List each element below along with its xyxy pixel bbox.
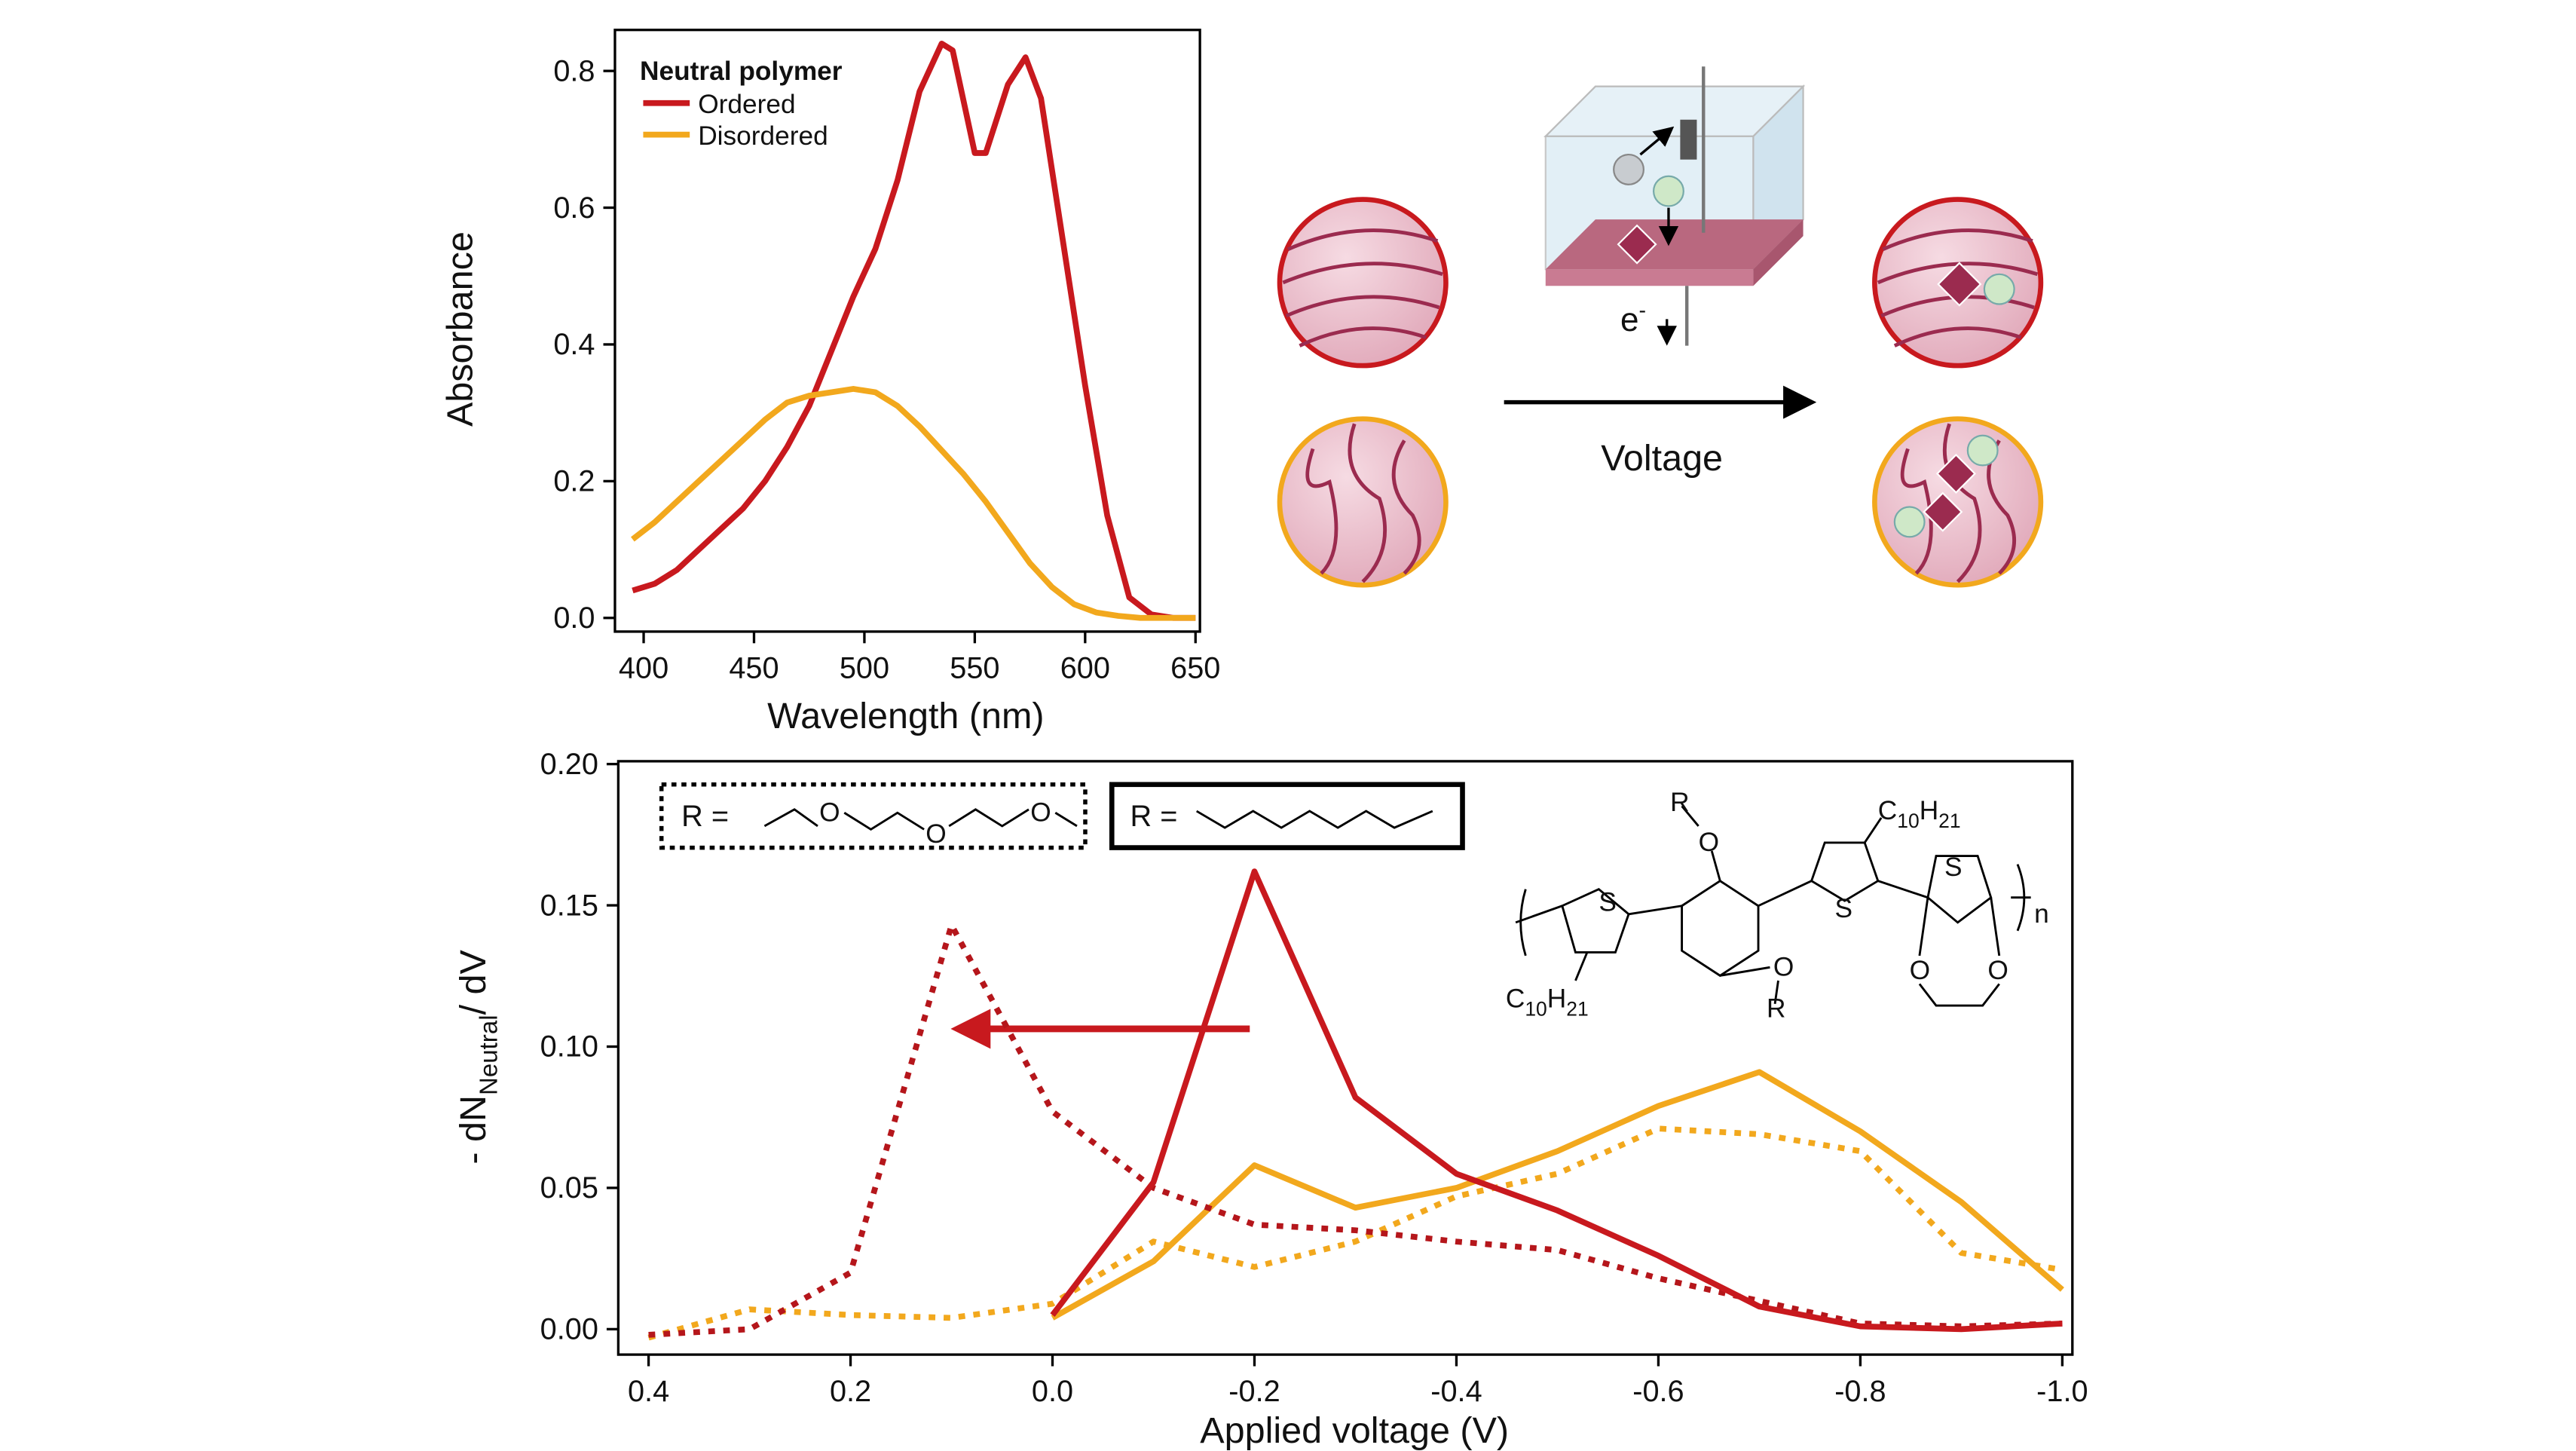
x-tick-label: 400	[619, 652, 668, 685]
subscript: 21	[1566, 997, 1588, 1020]
y-label-part: - dN	[453, 1095, 494, 1165]
data-line	[632, 40, 1196, 621]
y-axis-label: Absorbance	[439, 231, 480, 427]
x-tick-label: -0.6	[1632, 1375, 1684, 1408]
data-line	[647, 1125, 2064, 1341]
data-line	[631, 386, 1196, 621]
y-tick-label: 0.10	[540, 1030, 598, 1064]
y-tick-label: 0.8	[553, 54, 595, 87]
atom: S	[1599, 887, 1617, 917]
schematic	[1277, 66, 2044, 588]
r-box-glycol	[659, 782, 1088, 850]
legend-title: Neutral polymer	[640, 57, 843, 86]
plot-frame	[613, 29, 1201, 633]
y-tick-label: 0.0	[553, 602, 595, 635]
y-tick-label: 0.15	[540, 889, 598, 922]
atom: S	[1834, 894, 1852, 923]
x-tick-label: -0.8	[1834, 1375, 1886, 1408]
atom: H	[1920, 796, 1938, 825]
x-tick-label: -0.2	[1228, 1375, 1280, 1408]
atom: C	[1878, 796, 1897, 825]
substituent: C10H21	[1506, 984, 1589, 1020]
subscript: 10	[1897, 810, 1919, 832]
x-tick-label: 0.0	[1032, 1375, 1073, 1408]
atom: O	[1773, 952, 1794, 981]
chain	[1195, 810, 1433, 829]
r-box-alkyl	[1109, 782, 1465, 850]
plot-frame	[616, 760, 2074, 1356]
x-tick-label: 500	[840, 652, 889, 685]
substituent: C10H21	[1878, 796, 1961, 832]
atom: S	[1944, 853, 1963, 882]
x-tick-label: 0.4	[628, 1375, 669, 1408]
x-tick-label: -1.0	[2036, 1375, 2088, 1408]
data-line	[1050, 868, 2063, 1333]
y-label-part: / dV	[453, 950, 494, 1015]
atom: O	[1987, 956, 2008, 985]
x-tick-label: 550	[950, 652, 999, 685]
data-line	[648, 922, 2063, 1338]
legend-label: Disordered	[698, 121, 828, 151]
x-tick-label: 450	[729, 652, 779, 685]
subscript: 10	[1525, 997, 1547, 1020]
subscript: 21	[1938, 810, 1960, 832]
atom: C	[1506, 984, 1525, 1013]
y-axis-label: - dNNeutral/ dV	[453, 950, 503, 1165]
r-label: R =	[1130, 800, 1178, 833]
atom: R	[1670, 788, 1689, 817]
atom: O	[1030, 797, 1051, 827]
y-tick-label: 0.05	[540, 1171, 598, 1205]
x-axis-label: Applied voltage (V)	[1200, 1410, 1509, 1451]
legend-label: Ordered	[698, 90, 795, 119]
electron-label: e-	[1620, 298, 1646, 338]
atom: R	[1767, 993, 1785, 1023]
polymer-structure	[1515, 805, 2031, 1007]
y-tick-label: 0.6	[553, 191, 595, 225]
y-tick-label: 0.4	[553, 328, 595, 361]
chain	[948, 808, 1029, 828]
chain	[1054, 812, 1078, 828]
chain	[763, 808, 818, 828]
atom: n	[2034, 899, 2049, 929]
voltage-label: Voltage	[1601, 438, 1723, 479]
electron: e	[1620, 302, 1639, 338]
atom: O	[1910, 956, 1930, 985]
x-tick-label: 0.2	[830, 1375, 871, 1408]
data-line	[1051, 1069, 2064, 1321]
x-axis-label: Wavelength (nm)	[767, 696, 1044, 736]
chain	[843, 811, 925, 831]
y-tick-label: 0.00	[540, 1313, 598, 1346]
y-label-sub: Neutral	[475, 1015, 503, 1095]
x-tick-label: 650	[1170, 652, 1220, 685]
atom: O	[925, 819, 946, 849]
electron-sup: -	[1639, 298, 1647, 323]
x-tick-label: -0.4	[1430, 1375, 1482, 1408]
atom: O	[819, 797, 840, 827]
atom: H	[1547, 984, 1566, 1013]
y-tick-label: 0.20	[540, 748, 598, 781]
y-tick-label: 0.2	[553, 465, 595, 498]
r-label: R =	[681, 800, 729, 833]
atom: O	[1699, 828, 1719, 857]
x-tick-label: 600	[1060, 652, 1110, 685]
